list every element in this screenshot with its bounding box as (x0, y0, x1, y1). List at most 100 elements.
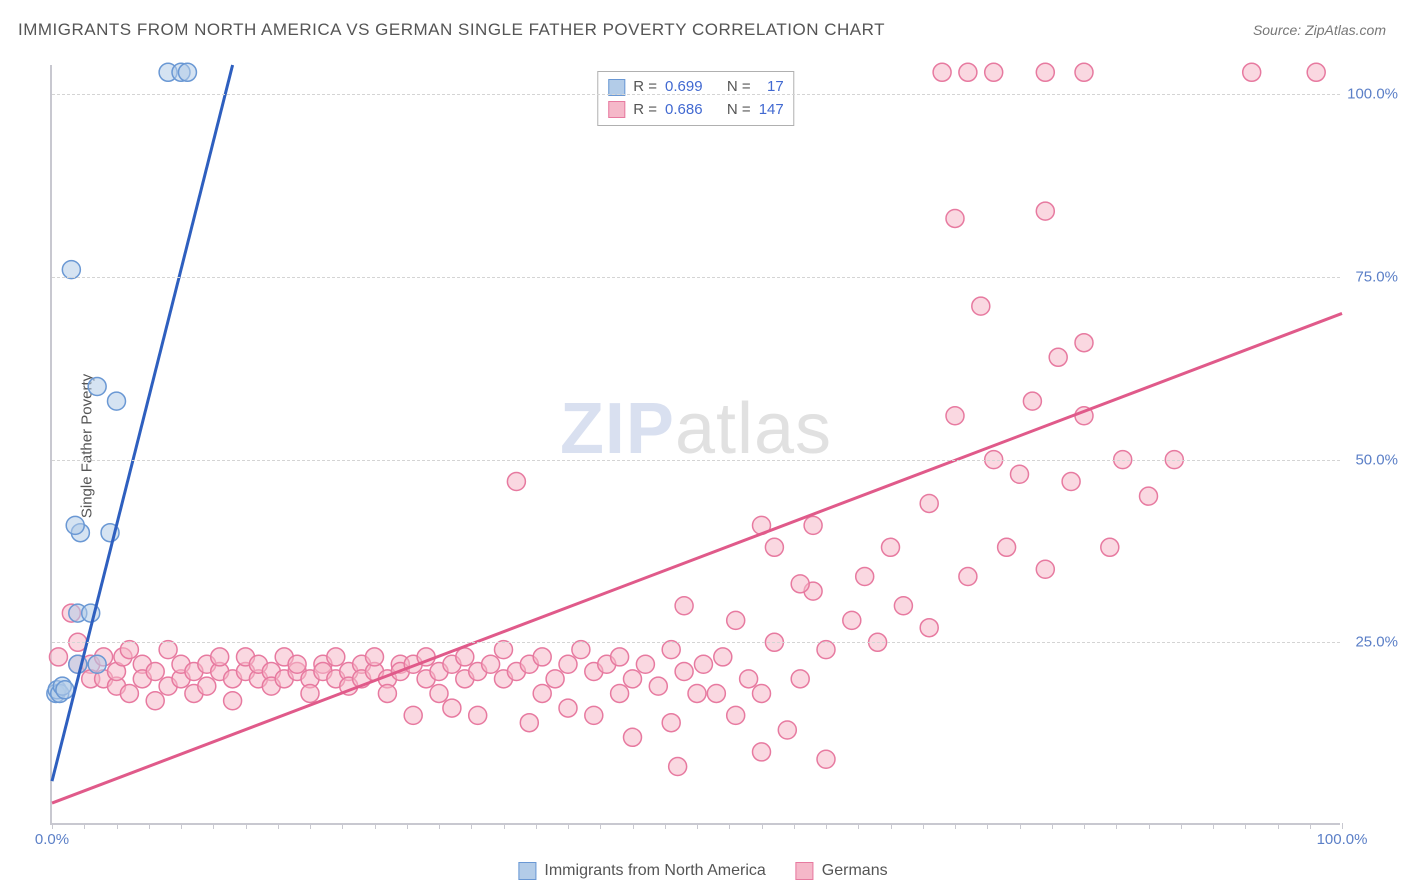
data-point (288, 655, 306, 673)
data-point (778, 721, 796, 739)
data-point (894, 597, 912, 615)
x-tick (1116, 823, 1117, 829)
gridline (52, 277, 1340, 278)
data-point (727, 706, 745, 724)
gridline (52, 460, 1340, 461)
data-point (843, 611, 861, 629)
data-point (1062, 473, 1080, 491)
x-tick (891, 823, 892, 829)
data-point (224, 692, 242, 710)
data-point (495, 641, 513, 659)
x-tick (342, 823, 343, 829)
x-tick (213, 823, 214, 829)
data-point (533, 684, 551, 702)
data-point (1140, 487, 1158, 505)
data-point (108, 392, 126, 410)
data-point (611, 648, 629, 666)
x-tick (1052, 823, 1053, 829)
legend-swatch (796, 862, 814, 880)
data-point (688, 684, 706, 702)
data-point (624, 670, 642, 688)
x-tick (1310, 823, 1311, 829)
data-point (662, 714, 680, 732)
n-value: 147 (759, 99, 784, 122)
data-point (146, 692, 164, 710)
y-tick-label: 100.0% (1347, 86, 1398, 103)
x-tick (246, 823, 247, 829)
x-tick (568, 823, 569, 829)
x-tick-label: 0.0% (35, 831, 69, 848)
plot-area: ZIPatlas R =0.699 N = 17R =0.686 N =147 … (50, 65, 1340, 825)
gridline (52, 642, 1340, 643)
data-point (1307, 63, 1325, 81)
x-tick-label: 100.0% (1317, 831, 1368, 848)
gridline (52, 94, 1340, 95)
series-legend: Immigrants from North America Germans (518, 862, 887, 880)
data-point (378, 684, 396, 702)
data-point (62, 261, 80, 279)
data-point (882, 538, 900, 556)
x-tick (633, 823, 634, 829)
y-tick-label: 25.0% (1355, 634, 1398, 651)
data-point (740, 670, 758, 688)
data-point (178, 63, 196, 81)
x-tick (1149, 823, 1150, 829)
chart-svg (52, 65, 1340, 823)
data-point (804, 516, 822, 534)
data-point (366, 648, 384, 666)
data-point (714, 648, 732, 666)
x-tick (600, 823, 601, 829)
data-point (933, 63, 951, 81)
x-tick (665, 823, 666, 829)
source-attribution: Source: ZipAtlas.com (1253, 22, 1386, 38)
legend-label: Germans (822, 862, 888, 880)
data-point (675, 597, 693, 615)
data-point (946, 209, 964, 227)
x-tick (1342, 823, 1343, 829)
data-point (469, 706, 487, 724)
data-point (327, 648, 345, 666)
data-point (120, 641, 138, 659)
x-tick (923, 823, 924, 829)
legend-item: Immigrants from North America (518, 862, 765, 880)
data-point (959, 568, 977, 586)
data-point (998, 538, 1016, 556)
data-point (456, 648, 474, 666)
x-tick (955, 823, 956, 829)
data-point (1049, 348, 1067, 366)
data-point (159, 641, 177, 659)
data-point (146, 663, 164, 681)
data-point (985, 63, 1003, 81)
x-tick (1245, 823, 1246, 829)
data-point (546, 670, 564, 688)
data-point (1023, 392, 1041, 410)
data-point (959, 63, 977, 81)
legend-item: Germans (796, 862, 888, 880)
x-tick (407, 823, 408, 829)
data-point (507, 473, 525, 491)
y-tick-label: 75.0% (1355, 268, 1398, 285)
data-point (946, 407, 964, 425)
x-tick (504, 823, 505, 829)
data-point (120, 684, 138, 702)
data-point (856, 568, 874, 586)
x-tick (858, 823, 859, 829)
data-point (1036, 202, 1054, 220)
data-point (675, 663, 693, 681)
x-tick (794, 823, 795, 829)
data-point (443, 699, 461, 717)
data-point (791, 575, 809, 593)
x-tick (697, 823, 698, 829)
x-tick (826, 823, 827, 829)
data-point (1036, 560, 1054, 578)
data-point (533, 648, 551, 666)
data-point (1011, 465, 1029, 483)
data-point (585, 706, 603, 724)
data-point (1101, 538, 1119, 556)
x-tick (84, 823, 85, 829)
data-point (636, 655, 654, 673)
data-point (694, 655, 712, 673)
x-tick (536, 823, 537, 829)
x-tick (149, 823, 150, 829)
data-point (56, 681, 74, 699)
